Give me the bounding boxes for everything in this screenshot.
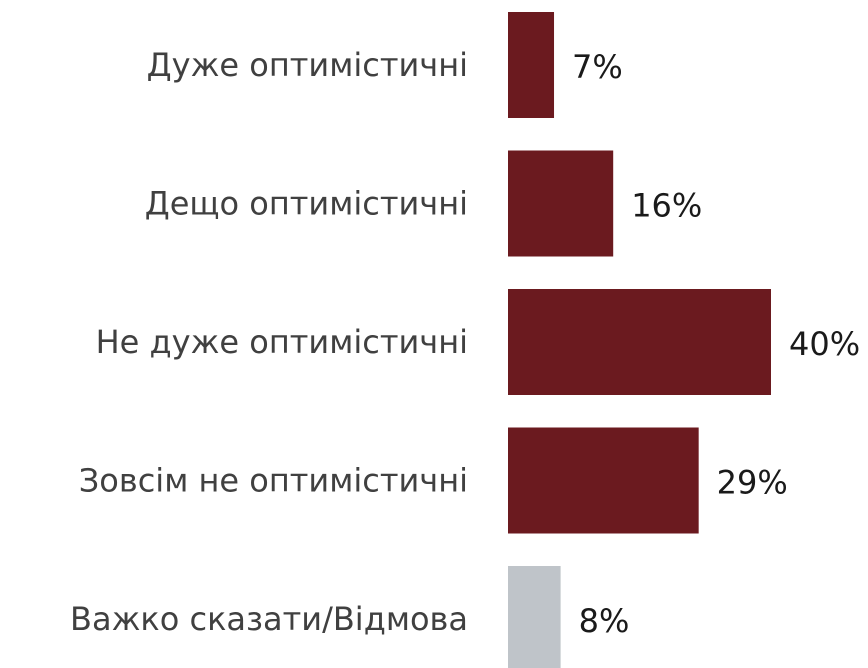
bar-3 <box>508 289 771 395</box>
category-label-1: Дуже оптимістичні <box>147 46 468 84</box>
category-label-5: Важко сказати/Відмова <box>70 600 468 638</box>
bar-4 <box>508 427 699 534</box>
bars-group <box>508 12 771 668</box>
value-labels-group: 7% 16% 40% 29% 8% <box>572 48 860 640</box>
bar-2 <box>508 150 614 257</box>
value-label-5: 8% <box>579 602 630 640</box>
bar-5 <box>508 566 561 668</box>
value-label-4: 29% <box>717 464 788 502</box>
value-label-3: 40% <box>789 325 860 363</box>
category-labels-group: Дуже оптимістичні Дещо оптимістичні Не дуж… <box>70 46 468 638</box>
value-label-1: 7% <box>572 48 623 86</box>
value-label-2: 16% <box>631 187 702 225</box>
category-label-3: Не дуже оптимістичні <box>96 323 468 361</box>
category-label-2: Дещо оптимістичні <box>145 185 468 223</box>
category-label-4: Зовсім не оптимістичні <box>79 462 468 500</box>
bar-1 <box>508 12 555 118</box>
